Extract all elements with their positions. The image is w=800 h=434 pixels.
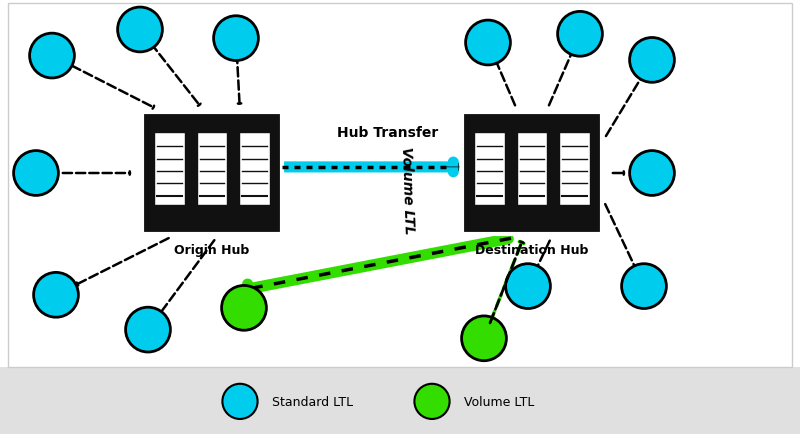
- FancyBboxPatch shape: [474, 132, 505, 205]
- Text: Standard LTL: Standard LTL: [272, 395, 353, 408]
- Ellipse shape: [34, 273, 78, 317]
- Ellipse shape: [14, 151, 58, 196]
- FancyBboxPatch shape: [142, 113, 282, 234]
- Ellipse shape: [126, 308, 170, 352]
- Ellipse shape: [630, 151, 674, 196]
- Ellipse shape: [214, 17, 258, 61]
- Ellipse shape: [466, 21, 510, 66]
- FancyBboxPatch shape: [559, 132, 590, 205]
- Text: Origin Hub: Origin Hub: [174, 243, 250, 256]
- Ellipse shape: [414, 384, 450, 419]
- Text: Volume LTL: Volume LTL: [464, 395, 534, 408]
- Ellipse shape: [222, 286, 266, 330]
- FancyBboxPatch shape: [517, 132, 547, 205]
- Ellipse shape: [462, 316, 506, 361]
- Ellipse shape: [622, 264, 666, 309]
- Ellipse shape: [558, 13, 602, 57]
- FancyBboxPatch shape: [154, 132, 185, 205]
- Text: Destination Hub: Destination Hub: [475, 243, 589, 256]
- Ellipse shape: [506, 264, 550, 309]
- Text: Volume LTL: Volume LTL: [399, 147, 416, 234]
- FancyBboxPatch shape: [197, 132, 227, 205]
- Ellipse shape: [30, 34, 74, 79]
- FancyBboxPatch shape: [462, 113, 602, 234]
- FancyBboxPatch shape: [0, 367, 800, 434]
- Ellipse shape: [630, 39, 674, 83]
- Ellipse shape: [222, 384, 258, 419]
- Ellipse shape: [118, 8, 162, 53]
- FancyBboxPatch shape: [239, 132, 270, 205]
- Text: Hub Transfer: Hub Transfer: [338, 125, 438, 139]
